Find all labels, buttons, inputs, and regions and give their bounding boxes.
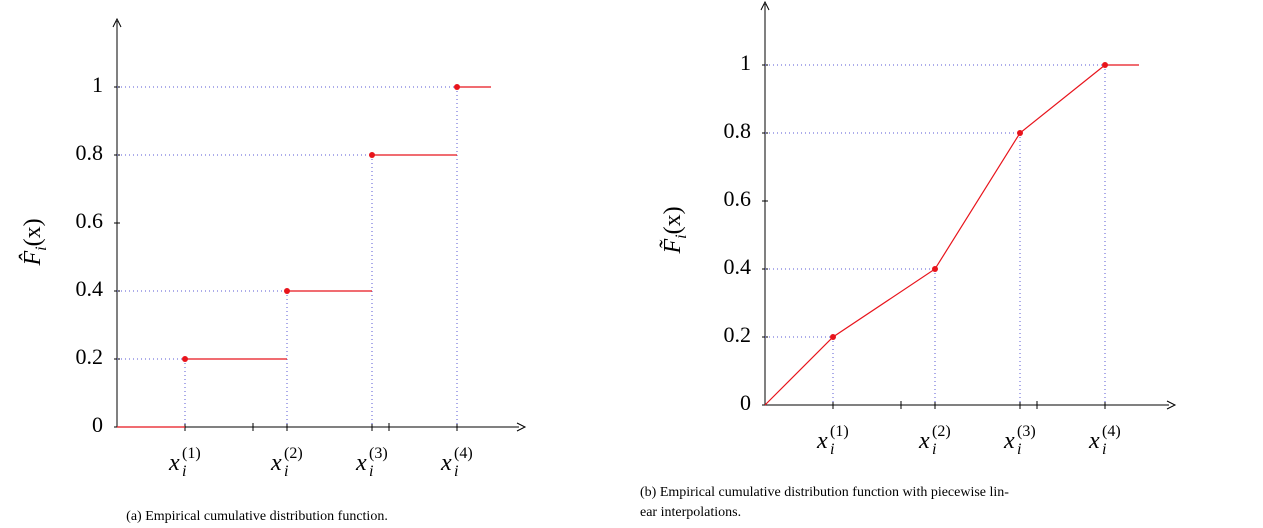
x-tick-label-sub: i [454,463,458,480]
y-label-tail: (x) [660,206,686,234]
x-tick-label-base: x [355,450,367,476]
y-label-sub: i [33,246,50,250]
x-tick-label-sup: (2) [932,423,951,440]
y-tick-label: 0.6 [76,208,104,233]
x-tick-label-sub: i [932,441,936,458]
point [284,288,290,294]
x-tick-label-sub: i [1017,441,1021,458]
y-label-base: F̃ [659,239,686,255]
x-tick-label-base: x [1003,428,1015,454]
chart: 00.20.40.60.81x i(1) x i(2) x i(3) x i(4)F̃i(x)… [640,0,1177,520]
y-tick-label: 0.4 [76,276,104,301]
y-tick-label: 1 [92,72,103,97]
y-label-tail: (x) [20,218,46,246]
x-axis-arrow [1166,400,1177,410]
x-tick-label-base: x [270,450,282,476]
x-tick-label-sup: (1) [182,445,201,462]
y-tick-label: 0 [92,412,103,437]
x-tick-label-base: x [440,450,452,476]
x-tick-label-sup: (4) [454,445,473,462]
point [1102,62,1108,68]
chart: 00.20.40.60.81x i(1) x i(2) x i(3) x i(4)F̂i(x)… [19,17,527,524]
x-tick-label-sub: i [830,441,834,458]
x-tick-label-sub: i [284,463,288,480]
point [830,334,836,340]
x-tick-label-base: x [816,428,828,454]
y-tick-label: 0.4 [724,254,752,279]
x-tick-label-base: x [918,428,930,454]
x-tick-label-sub: i [369,463,373,480]
x-tick-label-sup: (1) [830,423,849,440]
y-tick-label: 0.2 [724,322,752,347]
x-tick-label-sup: (3) [1017,423,1036,440]
y-axis-label: F̃i(x) [659,206,690,254]
y-axis-arrow [112,17,122,28]
caption: ear interpolations. [640,505,741,520]
x-axis-arrow [516,422,527,432]
caption: (a) Empirical cumulative distribution fu… [126,509,388,524]
point [1017,130,1023,136]
caption: (b) Empirical cumulative distribution fu… [640,485,1009,500]
y-tick-label: 0 [740,390,751,415]
x-tick-label-sup: (3) [369,445,388,462]
point [454,84,460,90]
x-tick-label-sup: (4) [1102,423,1121,440]
x-tick-label-base: x [1088,428,1100,454]
x-tick-label-sup: (2) [284,445,303,462]
y-tick-label: 0.6 [724,186,752,211]
x-tick-label-sub: i [182,463,186,480]
y-tick-label: 0.2 [76,344,104,369]
x-tick-label-sub: i [1102,441,1106,458]
point [182,356,188,362]
y-axis-label: F̂i(x) [19,218,50,266]
y-tick-label: 0.8 [76,140,104,165]
y-axis-arrow [760,0,770,11]
y-label-sub: i [673,234,690,238]
x-tick-label-base: x [168,450,180,476]
point [932,266,938,272]
point [369,152,375,158]
y-tick-label: 0.8 [724,118,752,143]
y-tick-label: 1 [740,50,751,75]
y-label-base: F̂ [19,251,46,267]
